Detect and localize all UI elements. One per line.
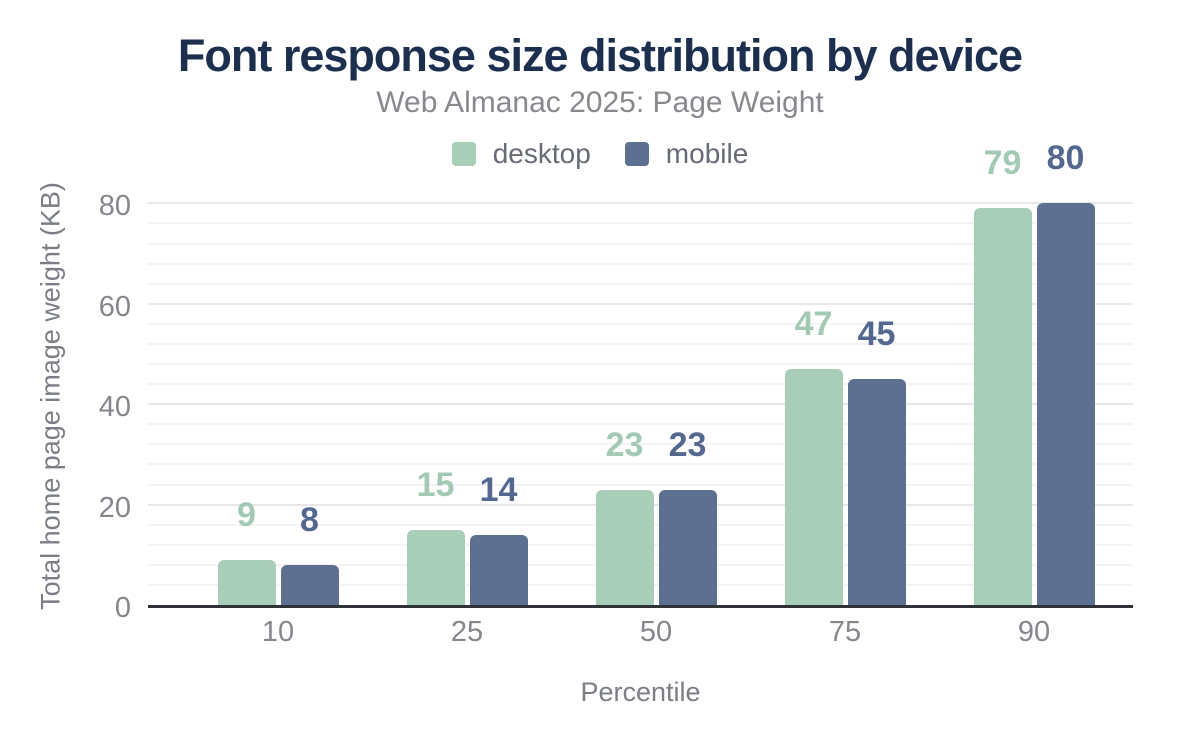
- bar-mobile-p50: [658, 489, 717, 605]
- bar-desktop-p75: [784, 369, 843, 605]
- bar-mobile-p90: [1036, 203, 1095, 605]
- gridline-minor: [148, 363, 1133, 366]
- x-tick-label-p90: 90: [1017, 616, 1051, 648]
- y-tick-label: 0: [114, 592, 131, 624]
- bar-value-label-mobile-p50: 23: [668, 425, 707, 464]
- gridline-minor: [148, 483, 1133, 486]
- gridline-minor: [148, 322, 1133, 325]
- bar-value-label-desktop-p50: 23: [605, 425, 644, 464]
- gridline-minor: [148, 463, 1133, 466]
- gridline-minor: [148, 282, 1133, 285]
- legend-swatch-desktop: [451, 142, 476, 166]
- y-tick-label: 60: [98, 290, 131, 323]
- x-tick-label-p75: 75: [828, 616, 862, 648]
- legend-item-desktop: desktop: [451, 138, 591, 170]
- x-tick-label-p10: 10: [261, 616, 295, 648]
- legend-swatch-mobile: [624, 142, 649, 166]
- bar-desktop-p25: [406, 529, 465, 605]
- bar-value-label-desktop-p90: 79: [983, 144, 1022, 183]
- gridline-major: [148, 403, 1133, 406]
- bar-value-label-desktop-p75: 47: [794, 305, 833, 344]
- legend-label-desktop: desktop: [492, 138, 591, 169]
- bar-desktop-p50: [595, 489, 654, 605]
- gridline-minor: [148, 443, 1133, 446]
- plot-area: 9 8 15 14 23 23 47 45 79 80: [148, 141, 1133, 608]
- y-tick-label: 80: [98, 190, 131, 223]
- bar-desktop-p90: [973, 208, 1032, 605]
- chart-title: Font response size distribution by devic…: [177, 30, 1023, 81]
- gridline-minor: [148, 242, 1133, 245]
- gridline-minor: [148, 262, 1133, 265]
- bar-desktop-p10: [217, 559, 276, 605]
- y-tick-label: 40: [98, 391, 131, 424]
- bar-value-label-mobile-p90: 80: [1046, 139, 1085, 178]
- bar-value-label-desktop-p25: 15: [416, 465, 455, 504]
- gridline-major: [148, 302, 1133, 305]
- bar-mobile-p75: [847, 379, 906, 605]
- gridline-minor: [148, 222, 1133, 225]
- bar-mobile-p25: [469, 534, 528, 605]
- legend: desktop mobile: [0, 138, 1200, 170]
- gridline-minor: [148, 342, 1133, 345]
- gridline-major: [148, 202, 1133, 205]
- bar-value-label-mobile-p25: 14: [479, 470, 518, 509]
- bar-value-label-desktop-p10: 9: [237, 495, 256, 534]
- x-axis-title: Percentile: [580, 677, 701, 707]
- chart-subtitle: Web Almanac 2025: Page Weight: [376, 86, 824, 119]
- gridline-minor: [148, 383, 1133, 386]
- legend-item-mobile: mobile: [624, 138, 749, 170]
- x-tick-label-p50: 50: [639, 616, 673, 648]
- y-tick-label: 20: [98, 491, 131, 524]
- bar-value-label-mobile-p10: 8: [300, 500, 319, 539]
- legend-label-mobile: mobile: [665, 138, 749, 169]
- bar-mobile-p10: [280, 564, 339, 605]
- gridline-minor: [148, 423, 1133, 426]
- x-tick-label-p25: 25: [450, 616, 484, 648]
- bar-value-label-mobile-p75: 45: [857, 315, 896, 354]
